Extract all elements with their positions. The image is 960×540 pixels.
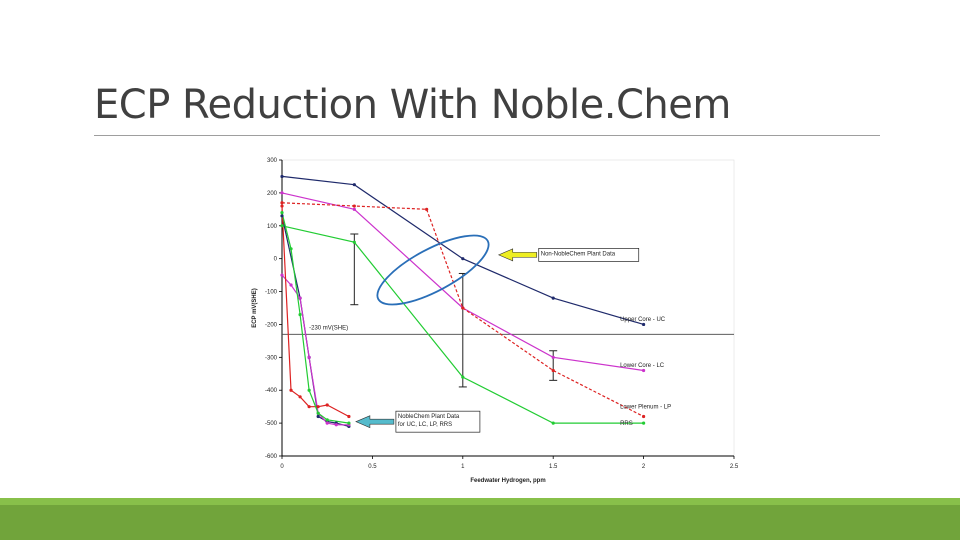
- data-point: [280, 201, 284, 205]
- data-point: [325, 421, 329, 425]
- data-point: [642, 368, 646, 373]
- plot-area: [281, 159, 735, 457]
- y-tick-label: -500: [265, 421, 278, 427]
- data-point: [461, 306, 465, 310]
- series-label: Lower Plenum - LP: [620, 404, 671, 410]
- data-point: [280, 273, 284, 277]
- data-point: [280, 224, 284, 228]
- y-tick-label: 200: [267, 191, 278, 197]
- data-point: [352, 204, 356, 208]
- y-tick-label: -300: [265, 355, 278, 361]
- error-bars: [350, 233, 558, 388]
- annotation-arrow: [497, 248, 538, 262]
- data-point: [461, 375, 465, 379]
- y-tick-label: 300: [267, 158, 278, 164]
- data-point: [280, 191, 284, 195]
- data-point: [352, 207, 356, 211]
- data-point: [307, 388, 311, 392]
- x-axis-label: Feedwater Hydrogen, ppm: [470, 478, 545, 484]
- data-point: [289, 388, 293, 392]
- data-point: [289, 247, 293, 251]
- data-point: [280, 211, 284, 215]
- series-line: [281, 205, 350, 418]
- y-axis-label: ECP mV(SHE): [252, 288, 258, 328]
- y-tick-label: 100: [267, 224, 278, 230]
- data-point: [334, 423, 338, 427]
- data-point: [280, 174, 284, 179]
- data-point: [298, 312, 302, 317]
- title-rule: [94, 135, 880, 136]
- data-point: [461, 257, 465, 261]
- data-point: [551, 296, 555, 300]
- footer-bar: [0, 498, 960, 540]
- data-point: [298, 296, 302, 300]
- data-point: [325, 418, 329, 422]
- series-label: RRS: [620, 421, 633, 427]
- data-point: [325, 403, 329, 407]
- data-point: [642, 414, 646, 419]
- annotation-text: NobleChem Plant Data: [398, 414, 460, 420]
- data-point: [352, 183, 356, 187]
- annotations: Non-NobleChem Plant Data NobleChem Plant …: [355, 248, 640, 433]
- x-tick-label: 1: [461, 464, 465, 470]
- data-point: [316, 405, 320, 409]
- data-point: [551, 355, 555, 359]
- annotation-box: [395, 410, 481, 433]
- x-tick-label: 1.5: [549, 464, 558, 470]
- data-point: [316, 414, 320, 419]
- y-tick-label: -600: [265, 454, 278, 460]
- x-tick-label: 2.5: [730, 464, 739, 470]
- y-tick-label: 0: [274, 257, 278, 263]
- x-tick-label: 0: [280, 464, 284, 470]
- annotation-box: [538, 248, 640, 262]
- series-label: Lower Core - LC: [620, 363, 665, 369]
- data-point: [298, 395, 302, 399]
- data-point: [642, 322, 646, 327]
- x-tick-label: 2: [642, 464, 646, 470]
- series-labels: Upper Core - UC Lower Core - LC Lower Plen…: [309, 317, 671, 427]
- y-tick-label: -400: [265, 388, 278, 394]
- slide-title: ECP Reduction With Noble.Chem: [94, 82, 731, 128]
- series-label: -230 mV(SHE): [309, 325, 348, 331]
- data-point: [289, 283, 293, 287]
- y-tick-label: -100: [265, 290, 278, 296]
- highlight-ellipse: [376, 234, 490, 306]
- data-point: [280, 214, 284, 218]
- annotation-text: for UC, LC, LP, RRS: [398, 422, 452, 428]
- series-line: [281, 202, 644, 418]
- axis-ticks: 0 0.5 1 1.5 2 2.5 300 200 100 0 -100 -200 -300 -400 -5…: [265, 158, 739, 470]
- data-point: [316, 411, 320, 415]
- annotation-arrow: [355, 415, 395, 429]
- y-tick-label: -200: [265, 322, 278, 328]
- data-point: [551, 421, 555, 425]
- data-point: [347, 421, 351, 425]
- data-point: [352, 240, 356, 244]
- x-tick-label: 0.5: [368, 464, 377, 470]
- series-label: Upper Core - UC: [620, 317, 666, 323]
- footer-bar-highlight: [0, 498, 960, 505]
- series-points: [280, 174, 646, 428]
- data-point: [347, 414, 351, 419]
- data-point: [551, 368, 555, 373]
- data-point: [307, 405, 311, 409]
- data-point: [280, 204, 284, 208]
- data-point: [425, 207, 429, 211]
- data-point: [307, 355, 311, 359]
- data-point: [642, 421, 646, 425]
- annotation-text: Non-NobleChem Plant Data: [541, 251, 616, 257]
